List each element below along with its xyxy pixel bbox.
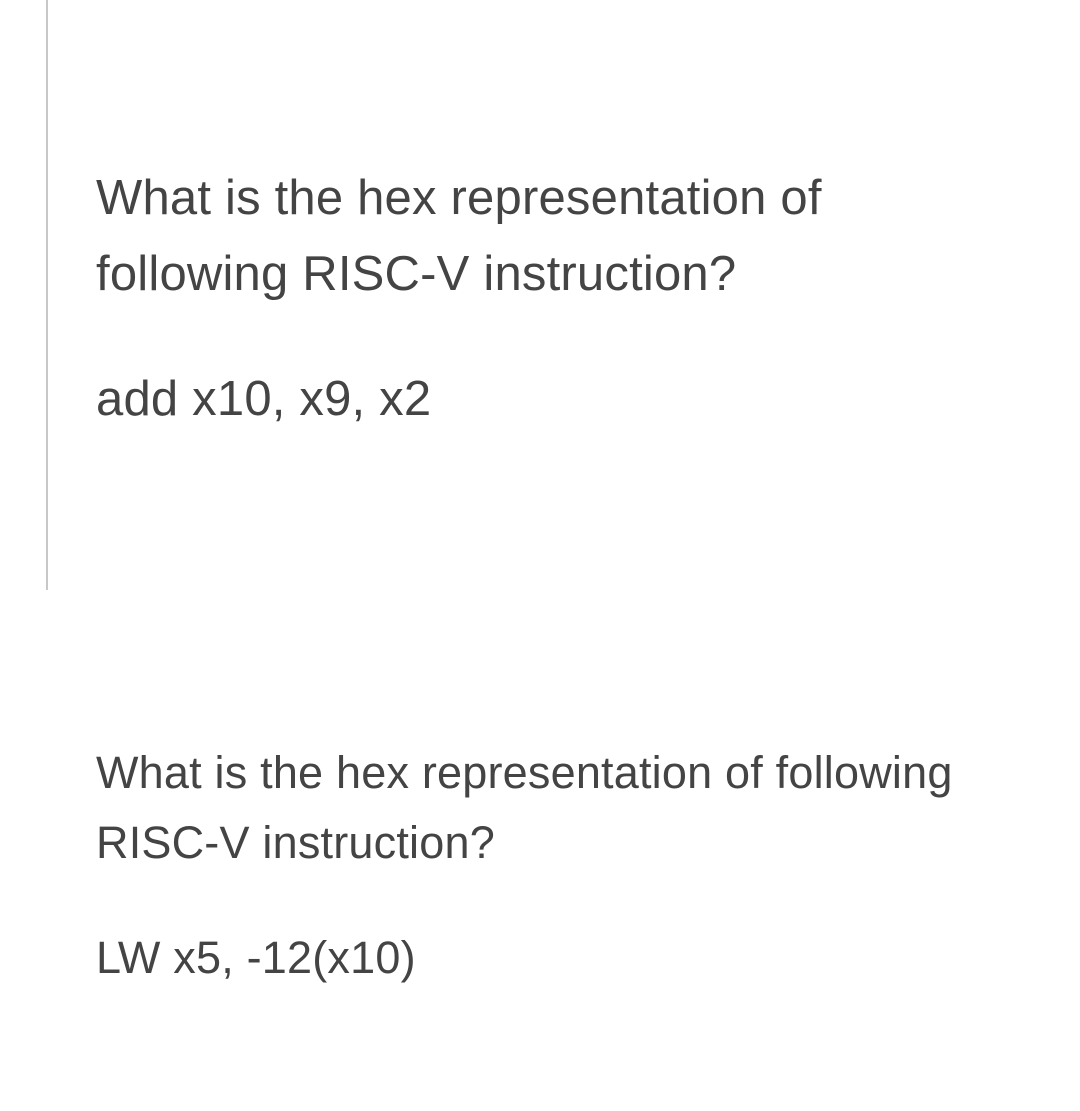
question-1-prompt: What is the hex representation of follow… [96,160,1016,313]
question-1-instruction: add x10, x9, x2 [96,371,1016,427]
question-block-1: What is the hex representation of follow… [96,160,1016,427]
question-block-2: What is the hex representation of follow… [96,738,1016,984]
question-2-prompt: What is the hex representation of follow… [96,738,1016,878]
vertical-divider [46,0,48,590]
question-2-instruction: LW x5, -12(x10) [96,932,1016,984]
